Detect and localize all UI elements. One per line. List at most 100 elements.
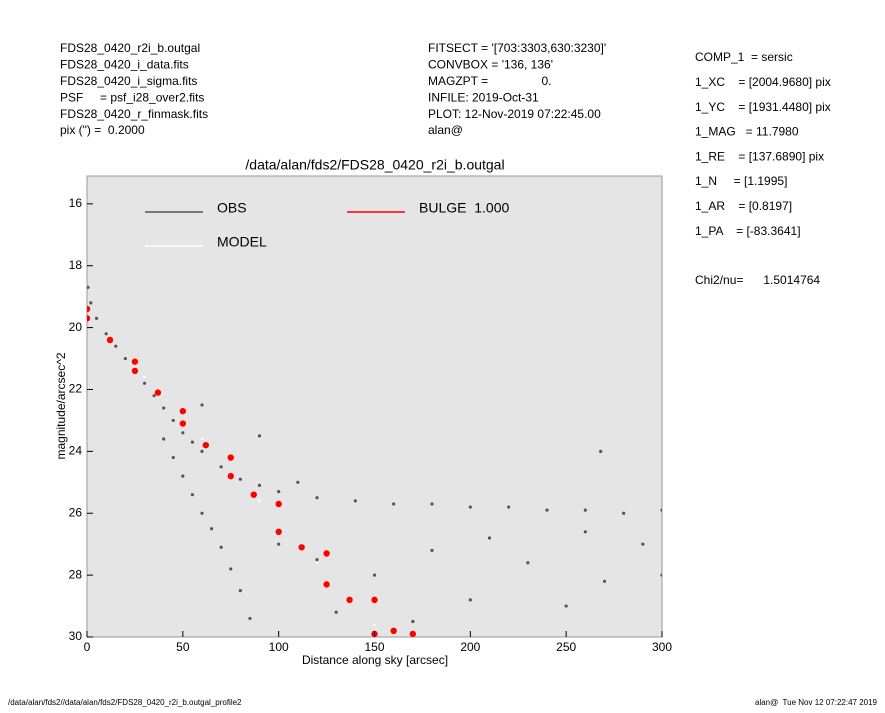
data-point xyxy=(106,336,114,344)
y-tick-label: 18 xyxy=(69,258,83,272)
data-point xyxy=(315,496,319,500)
plot-area xyxy=(86,175,663,638)
data-point xyxy=(89,301,93,305)
fit-param: COMP_1 = sersic xyxy=(695,50,793,64)
header-middle: FITSECT = '[703:3303,630:3230]' xyxy=(428,41,606,55)
data-point xyxy=(227,454,234,461)
fit-param: 1_MAG = 11.7980 xyxy=(695,125,799,139)
data-point xyxy=(390,627,397,635)
data-point xyxy=(275,500,282,508)
y-tick-label: 30 xyxy=(69,629,83,643)
data-point xyxy=(346,596,353,604)
data-point xyxy=(142,381,147,385)
data-point xyxy=(430,548,434,552)
data-point xyxy=(190,440,195,444)
data-point xyxy=(564,604,568,608)
data-point xyxy=(660,573,662,577)
data-point xyxy=(487,536,492,540)
data-point xyxy=(409,630,417,637)
x-tick-label: 150 xyxy=(364,640,384,654)
points xyxy=(87,285,662,637)
data-point xyxy=(87,285,90,289)
data-point xyxy=(507,505,511,509)
fit-param: 1_XC = [2004.9680] pix xyxy=(695,75,831,89)
data-point xyxy=(258,499,261,503)
data-point xyxy=(219,465,223,469)
x-tick-label: 0 xyxy=(84,640,91,654)
footer-right: alan@ Tue Nov 12 07:22:47 2019 xyxy=(755,698,878,707)
data-point xyxy=(162,406,166,410)
data-point xyxy=(131,358,139,365)
y-axis-label: magnitude/arcsec^2 xyxy=(54,352,68,459)
data-point xyxy=(229,567,233,571)
data-point xyxy=(545,508,549,512)
header-middle: alan@ xyxy=(428,123,463,137)
header-left: pix (") = 0.2000 xyxy=(60,123,145,137)
data-point xyxy=(622,511,626,515)
y-tick-label: 24 xyxy=(69,444,83,458)
data-point xyxy=(430,502,434,506)
chart-title: /data/alan/fds2/FDS28_0420_r2i_b.outgal xyxy=(245,157,504,173)
data-point xyxy=(277,542,281,546)
header-left: FDS28_0420_r2i_b.outgal xyxy=(60,41,200,55)
data-point xyxy=(200,437,204,441)
y-tick-label: 22 xyxy=(69,382,83,396)
data-point xyxy=(131,367,139,375)
data-point xyxy=(334,610,338,614)
data-point xyxy=(202,441,210,449)
data-point xyxy=(87,315,91,322)
data-point xyxy=(152,394,156,398)
data-point xyxy=(114,344,118,348)
fit-param: 1_PA = [-83.3641] xyxy=(695,224,801,238)
data-point xyxy=(87,305,91,313)
data-point xyxy=(468,598,472,602)
data-point xyxy=(372,573,377,577)
x-tick-label: 250 xyxy=(556,640,576,654)
data-point xyxy=(154,389,162,396)
chi2: Chi2/nu= 1.5014764 xyxy=(695,273,820,287)
data-point xyxy=(583,530,587,534)
header-left: PSF = psf_i28_over2.fits xyxy=(60,90,204,104)
data-point xyxy=(296,480,300,484)
data-point xyxy=(323,550,330,557)
data-point xyxy=(411,619,415,624)
data-point xyxy=(257,434,262,438)
data-point xyxy=(238,588,242,593)
header-middle: MAGZPT = 0. xyxy=(428,74,551,88)
y-tick-label: 28 xyxy=(69,567,83,581)
data-point xyxy=(227,472,234,480)
data-point xyxy=(200,511,204,515)
data-point xyxy=(219,545,223,549)
data-point xyxy=(641,542,645,546)
x-tick-label: 300 xyxy=(652,640,672,654)
data-point xyxy=(200,403,204,407)
data-point xyxy=(171,418,175,423)
data-point xyxy=(181,474,185,478)
fit-param: 1_RE = [137.6890] pix xyxy=(695,149,824,163)
y-tick-label: 26 xyxy=(69,505,83,519)
y-tick-label: 20 xyxy=(69,320,83,334)
data-point xyxy=(468,505,472,509)
fit-param: 1_AR = [0.8197] xyxy=(695,199,792,213)
x-tick-label: 200 xyxy=(460,640,480,654)
data-point xyxy=(373,623,376,626)
legend-label: BULGE 1.000 xyxy=(419,200,509,216)
data-point xyxy=(171,455,175,460)
x-axis-label: Distance along sky [arcsec] xyxy=(302,653,448,667)
data-point xyxy=(526,561,530,565)
header-left: FDS28_0420_r_finmask.fits xyxy=(60,107,208,121)
data-point xyxy=(179,407,187,415)
data-point xyxy=(238,477,242,481)
legend-label: OBS xyxy=(217,200,247,216)
data-point xyxy=(257,483,262,487)
header-middle: CONVBOX = '136, 136' xyxy=(428,58,553,72)
data-point xyxy=(248,616,252,621)
data-point xyxy=(179,420,187,427)
data-point xyxy=(298,544,305,551)
header-left: FDS28_0420_i_sigma.fits xyxy=(60,74,197,88)
data-point xyxy=(94,316,99,320)
header-middle: INFILE: 2019-Oct-31 xyxy=(428,90,539,104)
y-tick-label: 16 xyxy=(69,196,83,210)
data-point xyxy=(143,375,146,379)
